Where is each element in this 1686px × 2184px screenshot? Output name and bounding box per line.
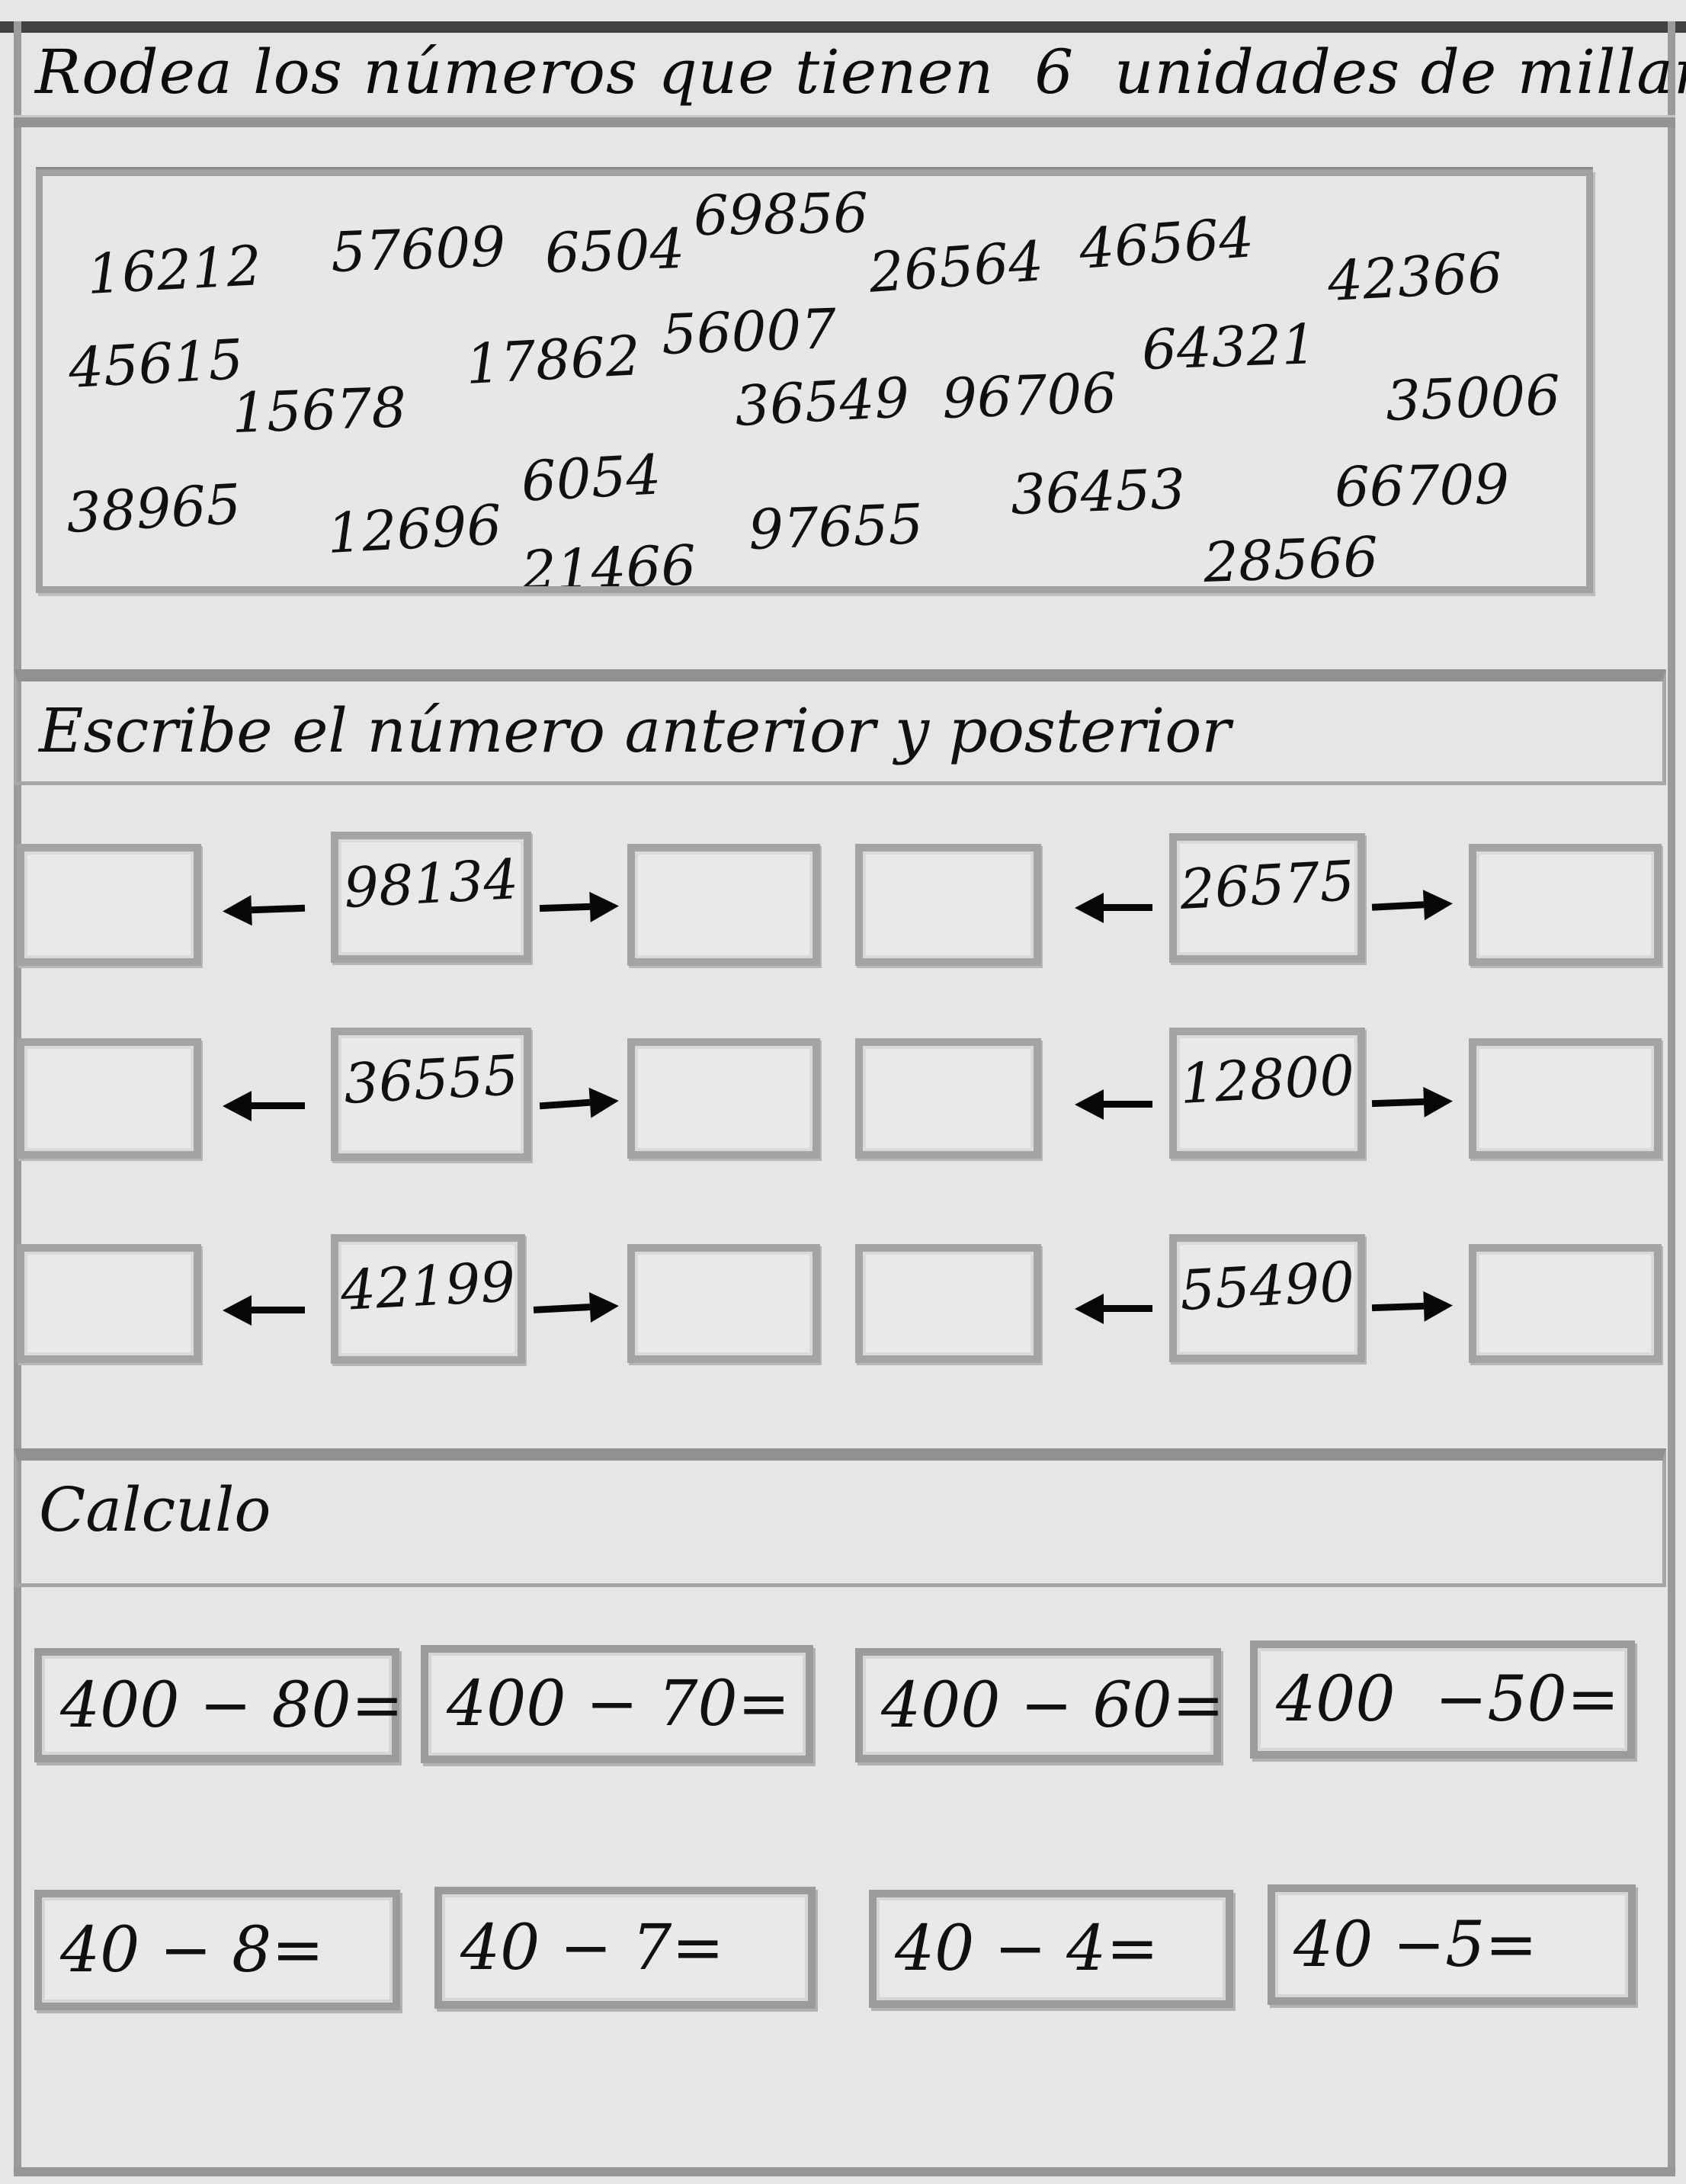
section-title-calculo: Calculo	[39, 1474, 271, 1545]
section-title-prev-next: Escribe el número anterior y posterior	[39, 695, 1231, 766]
scatter-number[interactable]: 17862	[463, 323, 643, 396]
calc-exercise-box[interactable]: 40 −5=	[1268, 1884, 1636, 2005]
answer-box-next[interactable]	[627, 1038, 820, 1159]
given-number-box: 55490	[1169, 1234, 1365, 1362]
calc-exercise-box[interactable]: 40 − 7=	[434, 1887, 816, 2009]
arrow-left-icon	[1104, 1305, 1152, 1312]
divider	[14, 115, 1675, 127]
page-top-border	[0, 21, 1686, 33]
answer-box-next[interactable]	[1469, 844, 1662, 966]
scatter-number[interactable]: 96706	[941, 361, 1118, 431]
scatter-number[interactable]: 21466	[520, 533, 697, 593]
answer-box-next[interactable]	[627, 1244, 820, 1363]
calc-exercise-box[interactable]: 400 − 60=	[855, 1648, 1224, 1762]
answer-box-previous[interactable]	[17, 1038, 201, 1159]
arrow-right-icon	[539, 903, 591, 912]
given-number-box: 36555	[331, 1028, 531, 1161]
arrow-left-icon	[252, 1102, 305, 1109]
answer-box-previous[interactable]	[855, 844, 1041, 966]
arrow-left-icon	[251, 904, 306, 914]
scatter-number[interactable]: 64321	[1140, 312, 1318, 382]
scatter-number[interactable]: 42366	[1325, 240, 1505, 313]
scatter-number[interactable]: 45615	[66, 327, 245, 400]
given-number: 98134	[341, 847, 521, 920]
section-title-circle-numbers: Rodea los números que tienen 6 unidades …	[35, 37, 1686, 107]
answer-box-previous[interactable]	[855, 1244, 1041, 1363]
given-number-box: 12800	[1169, 1028, 1365, 1159]
scatter-number[interactable]: 16212	[85, 233, 264, 306]
scatter-number[interactable]: 69856	[693, 181, 869, 248]
scatter-number[interactable]: 12696	[325, 492, 504, 566]
arrow-right-icon	[533, 1304, 591, 1313]
calc-exercise-box[interactable]: 400 −50=	[1250, 1640, 1635, 1759]
arrow-left-icon	[1104, 904, 1152, 911]
answer-box-next[interactable]	[627, 844, 820, 966]
scatter-number[interactable]: 46564	[1077, 205, 1256, 281]
given-number: 55490	[1178, 1249, 1357, 1323]
arrow-right-icon	[1371, 1302, 1425, 1312]
given-number-box: 26575	[1169, 833, 1365, 963]
page-bottom-border	[14, 2167, 1675, 2176]
scatter-number[interactable]: 57609	[329, 214, 507, 284]
arrow-right-icon	[539, 1098, 591, 1110]
section-title-prev-next-box: Escribe el número anterior y posterior	[14, 669, 1666, 785]
scatter-number[interactable]: 38965	[64, 472, 243, 545]
given-number: 36555	[341, 1043, 521, 1116]
scatter-number[interactable]: 66709	[1334, 452, 1510, 519]
calc-exercise-box[interactable]: 400 − 70=	[421, 1645, 813, 1763]
arrow-right-icon	[1371, 901, 1425, 911]
scatter-number[interactable]: 28566	[1202, 524, 1380, 593]
scatter-number[interactable]: 35006	[1384, 363, 1562, 433]
scatter-number[interactable]: 26564	[867, 229, 1046, 305]
scatter-number[interactable]: 97655	[747, 492, 925, 562]
numbers-panel: 16212 57609 6504 69856 26564 46564 42366…	[36, 169, 1593, 593]
arrow-right-icon	[1371, 1098, 1425, 1108]
scatter-number[interactable]: 15678	[230, 375, 408, 445]
arrow-left-icon	[1104, 1101, 1152, 1108]
calc-exercise-box[interactable]: 400 − 80=	[34, 1648, 403, 1762]
given-number: 42199	[338, 1249, 518, 1323]
answer-box-previous[interactable]	[855, 1038, 1041, 1159]
given-number: 26575	[1178, 848, 1357, 922]
scatter-number[interactable]: 36549	[732, 365, 912, 438]
page-right-border	[1668, 21, 1675, 2176]
scatter-number[interactable]: 56007	[660, 297, 838, 367]
scatter-number[interactable]: 36453	[1009, 457, 1187, 527]
given-number-box: 42199	[331, 1234, 525, 1364]
arrow-left-icon	[252, 1307, 305, 1313]
answer-box-next[interactable]	[1469, 1244, 1662, 1363]
given-number: 12800	[1178, 1043, 1357, 1116]
calc-exercise-box[interactable]: 40 − 4=	[869, 1890, 1233, 2008]
answer-box-previous[interactable]	[17, 844, 201, 966]
answer-box-next[interactable]	[1469, 1038, 1662, 1159]
scatter-number[interactable]: 6054	[519, 442, 663, 514]
given-number-box: 98134	[331, 832, 531, 963]
calc-exercise-box[interactable]: 40 − 8=	[34, 1890, 400, 2010]
answer-box-previous[interactable]	[17, 1244, 201, 1363]
section-title-calculo-box: Calculo	[14, 1448, 1666, 1587]
scatter-number[interactable]: 6504	[543, 216, 686, 286]
